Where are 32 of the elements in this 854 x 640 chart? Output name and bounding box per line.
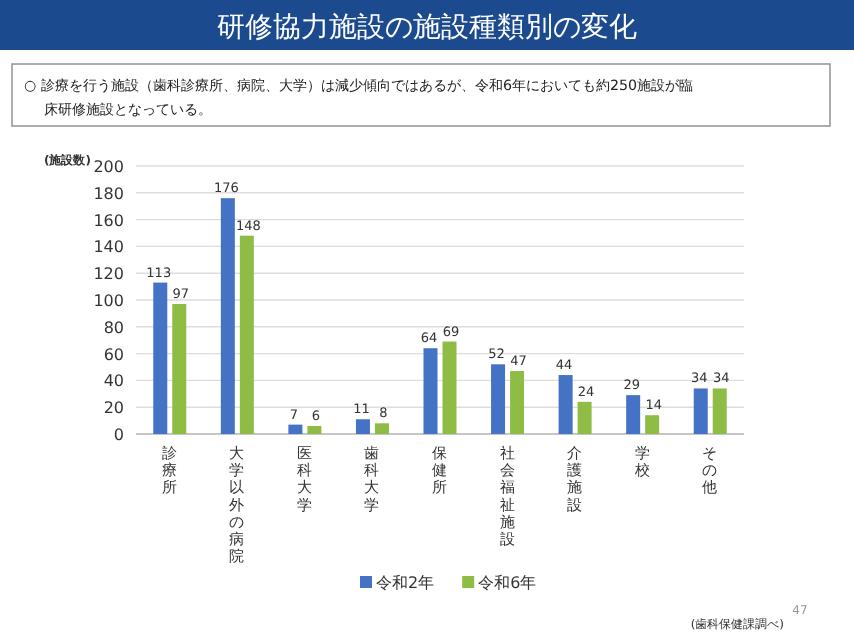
- bar: [423, 348, 438, 434]
- bar: [307, 425, 322, 434]
- y-tick-label: 100: [93, 292, 124, 310]
- bar: [172, 304, 187, 434]
- bar: [239, 235, 254, 434]
- bar: [153, 282, 168, 434]
- bar: [510, 371, 525, 434]
- bar: [558, 375, 573, 434]
- bar: [374, 423, 389, 434]
- y-tick-label: 200: [93, 158, 124, 176]
- bar: [288, 424, 303, 434]
- bar: [220, 198, 235, 434]
- bar: [645, 415, 660, 434]
- legend-label: 令和2年: [376, 574, 435, 592]
- legend-label: 令和6年: [478, 574, 537, 592]
- y-tick-label: 160: [93, 211, 124, 230]
- bar: [626, 395, 641, 434]
- y-tick-label: 80: [103, 318, 124, 337]
- bar: [491, 364, 506, 434]
- y-tick-label: 180: [93, 184, 124, 203]
- bar: [577, 401, 592, 434]
- bar: [712, 388, 727, 434]
- bar: [355, 419, 370, 434]
- bar: [442, 341, 457, 434]
- bar: [693, 388, 708, 434]
- y-tick-label: 120: [93, 265, 124, 284]
- y-tick-label: 20: [103, 399, 124, 418]
- chart-title: 研修協力施設の施設種類別の変化: [217, 12, 637, 44]
- y-tick-label: 140: [93, 238, 124, 257]
- y-tick-label: 40: [103, 372, 124, 391]
- y-tick-label: 0: [113, 426, 124, 444]
- y-tick-label: 60: [103, 345, 124, 364]
